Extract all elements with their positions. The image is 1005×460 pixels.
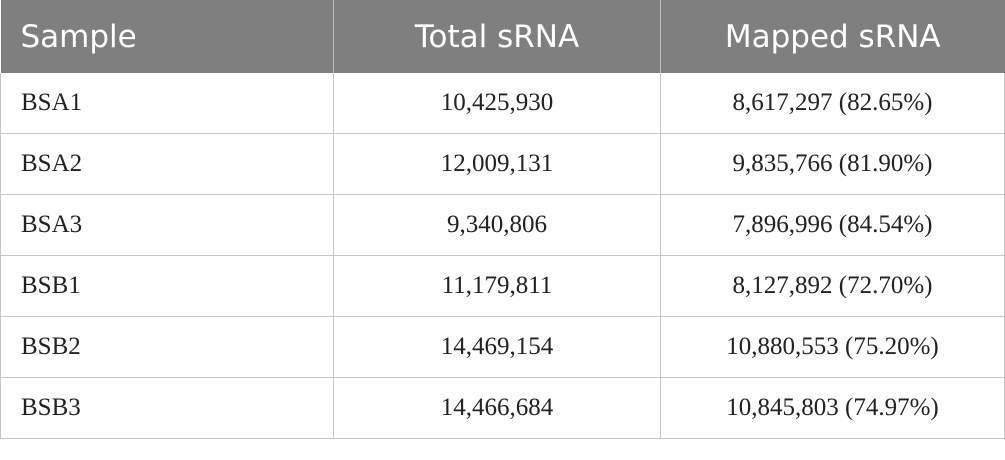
cell-sample: BSA2 — [0, 133, 334, 195]
cell-total-srna: 12,009,131 — [333, 133, 661, 195]
header-row: Sample Total sRNA Mapped sRNA — [0, 0, 1005, 73]
cell-total-srna: 14,466,684 — [333, 377, 661, 439]
table-row: BSB1 11,179,811 8,127,892 (72.70%) — [0, 255, 1005, 317]
cell-total-srna: 10,425,930 — [333, 73, 661, 134]
cell-total-srna: 9,340,806 — [333, 194, 661, 256]
cell-sample: BSB1 — [0, 255, 334, 317]
table-row: BSA2 12,009,131 9,835,766 (81.90%) — [0, 133, 1005, 195]
table-row: BSB2 14,469,154 10,880,553 (75.20%) — [0, 316, 1005, 378]
table-header: Sample Total sRNA Mapped sRNA — [0, 0, 1005, 73]
cell-mapped-srna: 7,896,996 (84.54%) — [660, 194, 1005, 256]
table-row: BSA1 10,425,930 8,617,297 (82.65%) — [0, 73, 1005, 134]
table-row: BSB3 14,466,684 10,845,803 (74.97%) — [0, 377, 1005, 439]
cell-mapped-srna: 9,835,766 (81.90%) — [660, 133, 1005, 195]
srna-table-container: Sample Total sRNA Mapped sRNA BSA1 10,42… — [0, 0, 1005, 439]
table-row: BSA3 9,340,806 7,896,996 (84.54%) — [0, 194, 1005, 256]
cell-mapped-srna: 8,127,892 (72.70%) — [660, 255, 1005, 317]
header-mapped-srna: Mapped sRNA — [660, 0, 1005, 73]
header-sample: Sample — [0, 0, 334, 73]
cell-total-srna: 14,469,154 — [333, 316, 661, 378]
cell-sample: BSA1 — [0, 73, 334, 134]
srna-mapping-table: Sample Total sRNA Mapped sRNA BSA1 10,42… — [0, 0, 1005, 439]
cell-sample: BSB3 — [0, 377, 334, 439]
cell-mapped-srna: 8,617,297 (82.65%) — [660, 73, 1005, 134]
cell-sample: BSA3 — [0, 194, 334, 256]
table-body: BSA1 10,425,930 8,617,297 (82.65%) BSA2 … — [0, 73, 1005, 439]
header-total-srna: Total sRNA — [333, 0, 661, 73]
cell-mapped-srna: 10,880,553 (75.20%) — [660, 316, 1005, 378]
cell-sample: BSB2 — [0, 316, 334, 378]
cell-mapped-srna: 10,845,803 (74.97%) — [660, 377, 1005, 439]
cell-total-srna: 11,179,811 — [333, 255, 661, 317]
